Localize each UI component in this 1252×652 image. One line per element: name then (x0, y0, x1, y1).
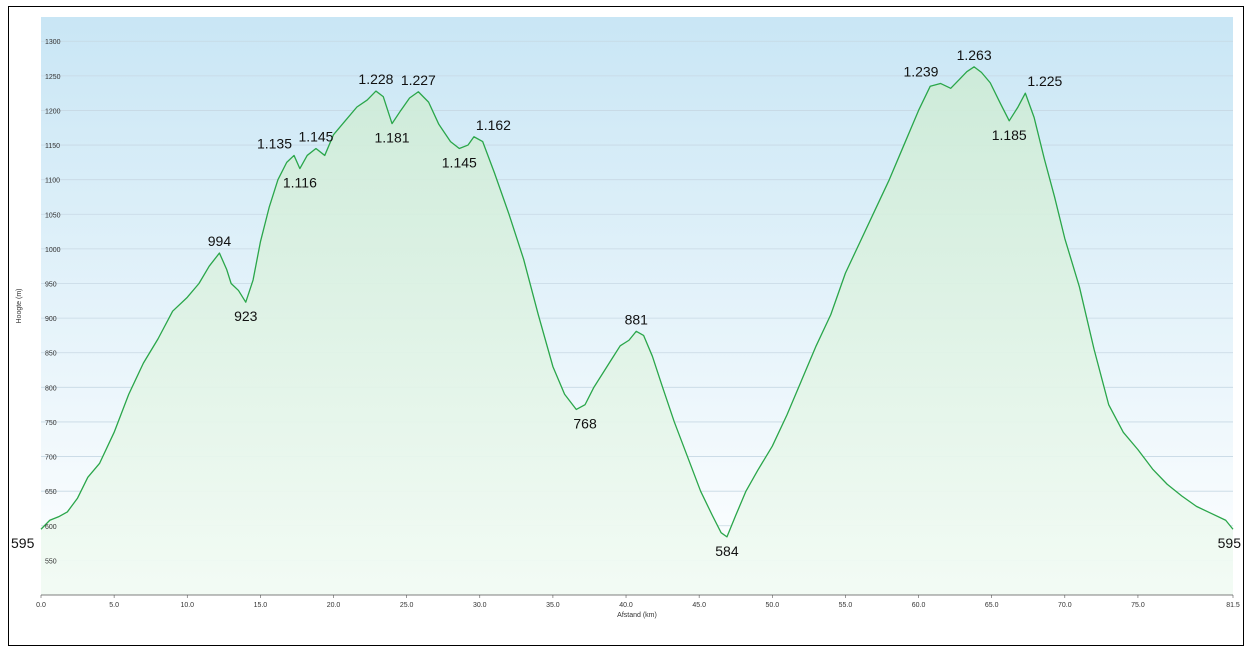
x-tick-label: 10.0 (180, 602, 194, 609)
elevation-label: 1.185 (992, 127, 1027, 143)
x-tick-label: 5.0 (109, 602, 119, 609)
y-tick-label: 650 (45, 489, 57, 496)
elevation-label: 1.145 (442, 155, 477, 171)
y-tick-label: 1200 (45, 108, 61, 115)
elevation-label: 595 (1218, 535, 1242, 551)
elevation-label: 1.263 (957, 47, 992, 63)
x-tick-label: 75.0 (1131, 602, 1145, 609)
y-axis-ticks: 550 600 650 700 750 800 850 900 950 1000 1050 1100 1… (45, 39, 61, 565)
x-tick-label: 50.0 (765, 602, 779, 609)
x-tick-label: 30.0 (473, 602, 487, 609)
x-tick-label: 40.0 (619, 602, 633, 609)
y-axis-title: Hoogte (m) (16, 288, 23, 323)
x-tick-label: 25.0 (400, 602, 414, 609)
x-tick-label: 45.0 (692, 602, 706, 609)
x-axis-title: Afstand (km) (617, 612, 657, 619)
y-tick-label: 800 (45, 385, 57, 392)
elevation-label: 1.116 (283, 175, 317, 191)
elevation-label: 1.227 (401, 72, 436, 88)
x-tick-label: 0.0 (36, 602, 46, 609)
chart-frame: 0.0 5.0 10.0 15.0 20.0 25.0 30.0 35.0 40.0 45.0 50… (8, 6, 1244, 646)
elevation-label: 1.162 (476, 117, 511, 133)
elevation-label: 923 (234, 308, 258, 324)
elevation-label: 881 (625, 311, 649, 327)
x-tick-label: 55.0 (839, 602, 853, 609)
elevation-label: 1.239 (903, 63, 938, 79)
y-tick-label: 950 (45, 282, 57, 289)
x-tick-label: 15.0 (254, 602, 268, 609)
y-tick-label: 1100 (45, 178, 60, 185)
y-tick-label: 900 (45, 316, 57, 323)
y-tick-label: 850 (45, 351, 57, 358)
y-tick-label: 550 (45, 558, 57, 565)
y-tick-label: 1300 (45, 39, 61, 46)
elevation-label: 1.228 (358, 71, 393, 87)
x-tick-label: 81.5 (1226, 602, 1240, 609)
y-tick-label: 1150 (45, 143, 60, 150)
elevation-line (40, 66, 1234, 538)
y-tick-label: 1050 (45, 212, 61, 219)
elevation-label: 1.145 (298, 129, 333, 145)
y-tick-label: 700 (45, 455, 57, 462)
x-tick-label: 35.0 (546, 602, 560, 609)
y-tick-label: 750 (45, 420, 57, 427)
x-axis-ticks: 0.0 5.0 10.0 15.0 20.0 25.0 30.0 35.0 40.0 45.0 50… (36, 595, 1240, 609)
y-tick-label: 1000 (45, 247, 61, 254)
elevation-label: 1.135 (257, 135, 292, 151)
elevation-label: 584 (715, 543, 739, 559)
elevation-label: 1.181 (374, 130, 409, 146)
elevation-label: 595 (11, 535, 35, 551)
x-tick-label: 20.0 (327, 602, 341, 609)
elevation-label: 768 (573, 415, 597, 431)
elevation-labels: 595 994 923 1.135 1.116 1.145 1.228 1.181 1.227 1… (11, 47, 1241, 559)
x-tick-label: 70.0 (1058, 602, 1072, 609)
y-tick-label: 600 (45, 524, 57, 531)
elevation-label: 994 (208, 233, 232, 249)
elevation-profile-chart: 0.0 5.0 10.0 15.0 20.0 25.0 30.0 35.0 40.0 45.0 50… (11, 17, 1241, 619)
y-tick-label: 1250 (45, 74, 61, 81)
elevation-area-fill (41, 66, 1233, 596)
x-tick-label: 65.0 (985, 602, 999, 609)
x-tick-label: 60.0 (912, 602, 926, 609)
elevation-label: 1.225 (1027, 73, 1062, 89)
